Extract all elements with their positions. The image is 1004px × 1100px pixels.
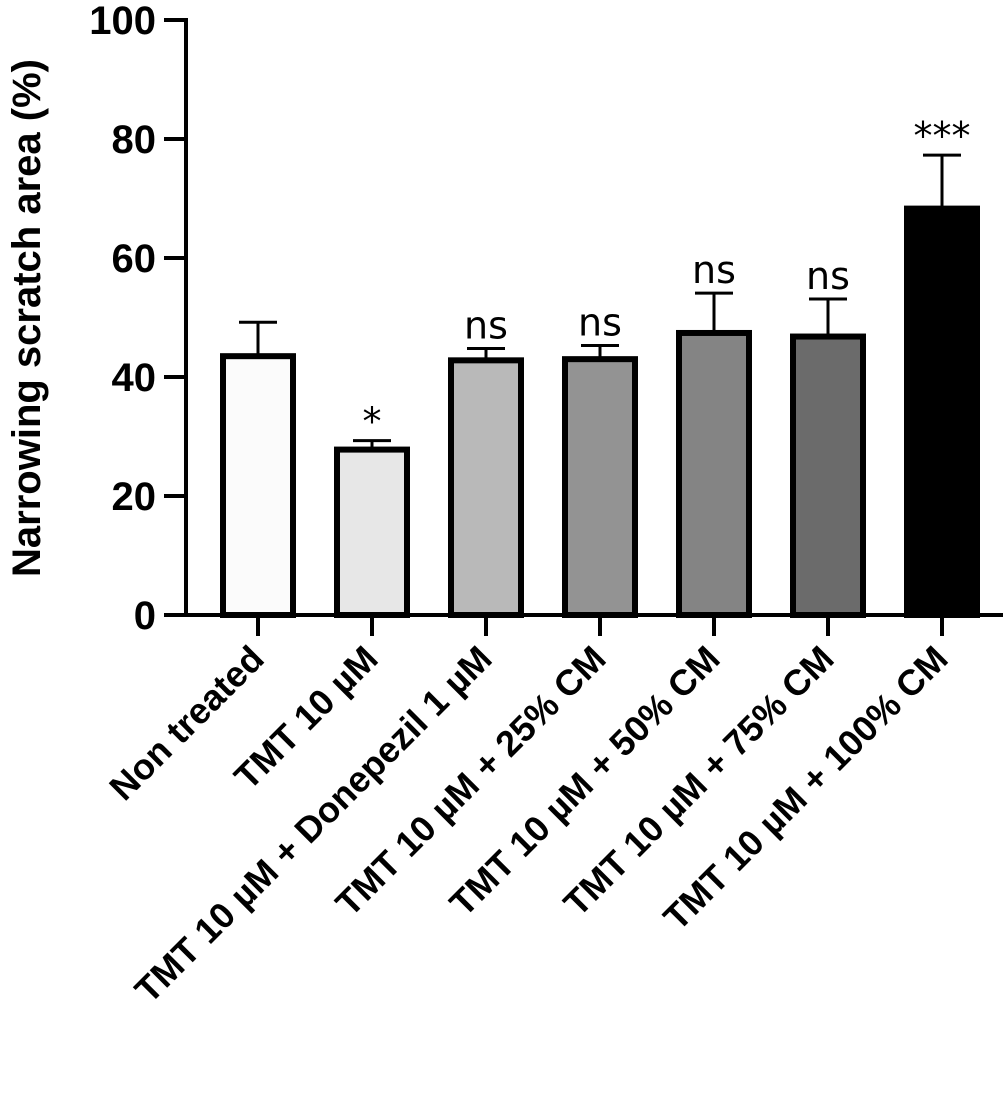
y-tick-label: 0	[134, 594, 156, 638]
significance-label: ns	[578, 300, 622, 344]
significance-label: ns	[692, 248, 736, 292]
bar	[448, 357, 524, 618]
significance-label: ns	[464, 303, 508, 347]
y-tick-label: 20	[112, 475, 157, 519]
bars-layer: * ns ns ns ns ***	[220, 114, 980, 619]
y-tick-label: 40	[112, 356, 157, 400]
bar	[790, 333, 866, 618]
bar	[676, 329, 752, 618]
y-tick-label: 60	[112, 237, 157, 281]
bar	[904, 205, 980, 619]
significance-label: ***	[914, 114, 971, 158]
significance-label: *	[363, 400, 382, 444]
y-tick-label: 100	[89, 0, 156, 43]
significance-label: ns	[806, 254, 850, 298]
bar	[562, 356, 638, 618]
bar	[334, 446, 410, 618]
y-tick-label: 80	[112, 118, 157, 162]
bar	[220, 353, 296, 618]
y-axis-title: Narrowing scratch area (%)	[5, 59, 49, 577]
